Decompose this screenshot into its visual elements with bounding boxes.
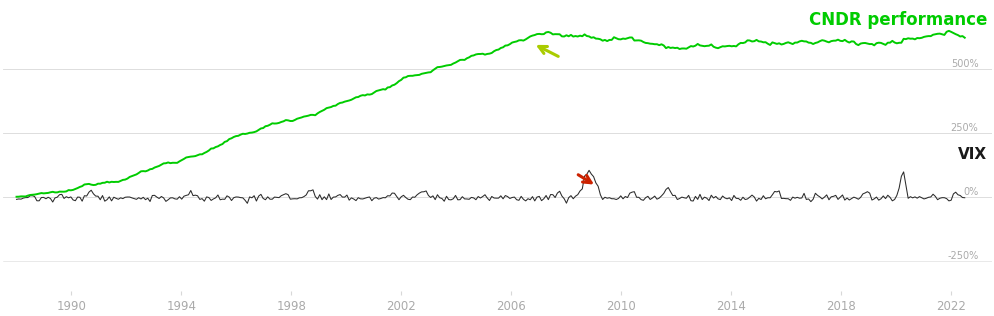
Text: VIX: VIX: [957, 147, 986, 162]
Text: 500%: 500%: [950, 59, 977, 69]
Text: 250%: 250%: [950, 123, 977, 133]
Text: CNDR performance: CNDR performance: [808, 11, 986, 29]
Text: 0%: 0%: [962, 187, 977, 197]
Text: -250%: -250%: [946, 251, 977, 261]
